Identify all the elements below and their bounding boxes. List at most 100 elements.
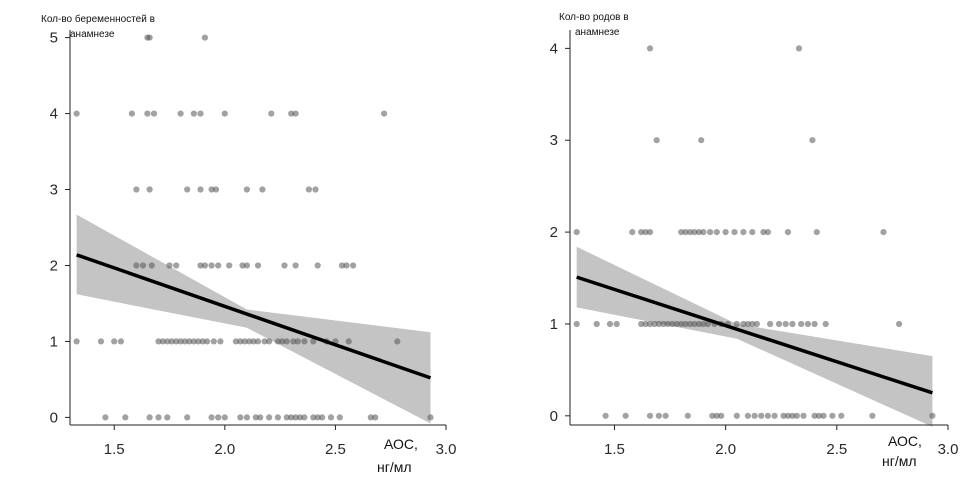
pregnancies-data-point	[97, 338, 105, 345]
pregnancies-x-tick-label: 2.0	[214, 441, 235, 458]
births-ylabel-line2: анамнезе	[575, 27, 620, 38]
pregnancies-data-point	[294, 338, 301, 345]
pregnancies-data-point	[372, 414, 379, 421]
pregnancies-data-point	[319, 414, 326, 421]
births-data-point	[869, 412, 876, 419]
births-scatter-panel: Кол-во родов в анамнезе АОС, нг/мл 0 1 2 3 4…	[550, 12, 959, 469]
births-ylabel-line1: Кол-во родов в	[559, 12, 629, 23]
pregnancies-y-tick-label: 2	[50, 257, 58, 274]
pregnancies-data-point	[139, 262, 147, 269]
births-data-point	[669, 320, 676, 328]
pregnancies-data-point	[208, 262, 215, 269]
pregnancies-data-point	[181, 338, 189, 345]
births-data-point	[678, 229, 685, 236]
pregnancies-x-tick-label: 3.0	[436, 441, 457, 458]
pregnancies-data-point	[237, 338, 244, 345]
births-xlabel-line1: АОС,	[888, 433, 922, 449]
pregnancies-data-point	[296, 414, 304, 421]
births-data-point	[655, 412, 663, 419]
pregnancies-data-point	[148, 262, 155, 269]
births-data-point	[744, 412, 752, 419]
pregnancies-data-point	[155, 338, 162, 345]
pregnancies-data-point	[197, 262, 204, 269]
births-data-point	[573, 320, 580, 328]
births-data-point	[767, 320, 774, 328]
pregnancies-data-point	[208, 186, 215, 193]
births-x-tick-label: 2.5	[826, 441, 847, 458]
births-data-point	[822, 320, 829, 328]
pregnancies-data-point	[283, 414, 290, 421]
pregnancies-data-point	[221, 110, 228, 117]
births-data-point	[829, 412, 836, 419]
births-data-point	[733, 412, 740, 419]
pregnancies-scatter-panel: Кол-во беременностей в анамнезе АОС, нг/…	[41, 13, 456, 475]
births-y-tick-label: 1	[550, 316, 558, 333]
pregnancies-data-point	[257, 414, 264, 421]
pregnancies-data-point	[155, 414, 162, 421]
births-data-point	[613, 320, 620, 328]
pregnancies-data-point	[279, 338, 286, 345]
births-x-tick-label: 1.5	[604, 441, 625, 458]
pregnancies-ylabel-line2: анамнезе	[70, 29, 115, 40]
births-data-point	[638, 229, 645, 236]
pregnancies-data-point	[292, 110, 299, 117]
pregnancies-data-point	[144, 110, 151, 117]
births-data-point	[764, 229, 772, 236]
births-data-point	[653, 137, 660, 144]
pregnancies-data-point	[292, 262, 299, 269]
births-x-tick-label: 2.0	[715, 441, 736, 458]
pregnancies-data-point	[150, 110, 158, 117]
births-data-point	[795, 45, 803, 52]
births-data-point	[753, 320, 760, 328]
births-data-point	[929, 412, 936, 419]
pregnancies-data-point	[184, 414, 191, 421]
births-data-point	[687, 320, 694, 328]
births-data-point	[789, 412, 796, 419]
pregnancies-data-point	[168, 338, 175, 345]
pregnancies-data-point	[250, 338, 257, 345]
births-data-point	[758, 412, 765, 419]
pregnancies-y-tick-label: 3	[50, 182, 58, 199]
pregnancies-data-point	[283, 338, 290, 345]
births-data-point	[698, 137, 705, 144]
pregnancies-data-point	[201, 262, 208, 269]
pregnancies-data-point	[301, 414, 308, 421]
births-data-point	[820, 412, 827, 419]
pregnancies-data-point	[288, 414, 295, 421]
pregnancies-data-point	[274, 414, 281, 421]
pregnancies-data-point	[190, 338, 197, 345]
pregnancies-data-point	[268, 110, 275, 117]
pregnancies-data-point	[195, 338, 202, 345]
pregnancies-data-point	[252, 414, 259, 421]
pregnancies-data-point	[177, 110, 184, 117]
births-data-point	[782, 320, 789, 328]
births-data-point	[660, 320, 667, 328]
pregnancies-data-point	[281, 262, 288, 269]
pregnancies-data-point	[208, 414, 215, 421]
pregnancies-data-point	[226, 262, 233, 269]
pregnancies-data-point	[197, 110, 204, 117]
pregnancies-data-point	[102, 414, 109, 421]
pregnancies-data-point	[146, 186, 153, 193]
births-x-tick-label: 3.0	[938, 441, 959, 458]
pregnancies-data-point	[215, 262, 222, 269]
births-data-point	[629, 229, 636, 236]
pregnancies-data-point	[197, 186, 204, 193]
births-data-point	[784, 412, 792, 419]
pregnancies-xlabel-line1: АОС,	[384, 436, 418, 452]
pregnancies-data-point	[215, 414, 222, 421]
births-data-point	[880, 229, 887, 236]
births-y-tick-label: 3	[550, 132, 558, 149]
pregnancies-data-point	[133, 186, 140, 193]
pregnancies-data-point	[310, 414, 317, 421]
births-y-tick-label: 0	[550, 408, 558, 425]
pregnancies-data-point	[246, 338, 253, 345]
pregnancies-data-point	[111, 338, 118, 345]
births-data-point	[606, 320, 614, 328]
births-data-point	[760, 229, 767, 236]
births-data-point	[682, 320, 689, 328]
births-data-point	[789, 320, 796, 328]
pregnancies-data-point	[427, 414, 434, 421]
pregnancies-data-point	[274, 338, 281, 345]
